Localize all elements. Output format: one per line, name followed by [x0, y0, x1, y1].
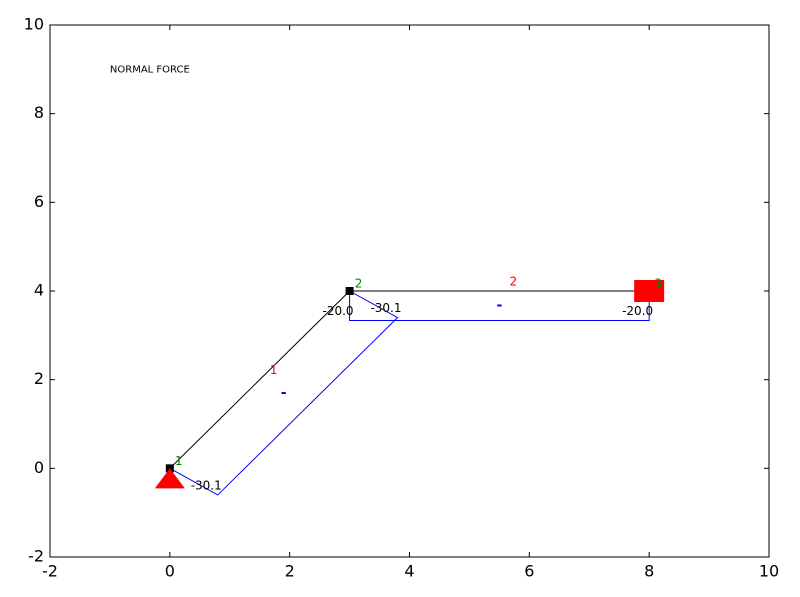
element-label: 1 — [270, 363, 278, 377]
x-tick-label: 4 — [404, 562, 414, 581]
value-label: -30.1 — [191, 478, 222, 492]
x-tick-label: 0 — [165, 562, 175, 581]
value-label: -20.0 — [622, 304, 653, 318]
y-tick-label: 0 — [34, 458, 44, 477]
y-tick-label: 10 — [24, 15, 44, 34]
node — [345, 287, 354, 295]
normal-force-line — [169, 290, 399, 496]
normal-force-line — [349, 291, 650, 321]
fixed-support — [634, 280, 665, 302]
value-label: -30.1 — [370, 301, 401, 315]
y-tick-label: 4 — [34, 281, 44, 300]
annotation: NORMAL FORCE — [110, 64, 190, 75]
x-tick-label: 8 — [644, 562, 654, 581]
hinged-support — [154, 468, 185, 489]
element-label: 2 — [510, 275, 518, 289]
sign-label: - — [496, 298, 502, 314]
node-label: 1 — [175, 454, 183, 468]
node-label: 3 — [654, 277, 662, 291]
x-tick-label: 6 — [524, 562, 534, 581]
x-tick-label: 2 — [285, 562, 295, 581]
y-tick-label: 8 — [34, 103, 44, 122]
node-label: 2 — [355, 277, 363, 291]
y-tick-label: -2 — [28, 547, 44, 566]
element — [169, 290, 350, 469]
x-tick-label: 10 — [759, 562, 779, 581]
x-tick-label: -2 — [42, 562, 58, 581]
y-tick-label: 6 — [34, 192, 44, 211]
sign-label: - — [281, 385, 287, 401]
value-label: -20.0 — [323, 304, 354, 318]
y-tick-label: 2 — [34, 369, 44, 388]
